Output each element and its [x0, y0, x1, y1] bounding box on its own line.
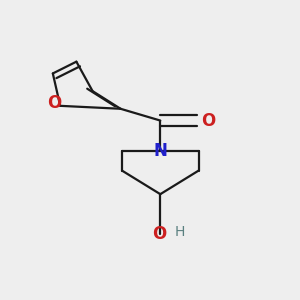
- Text: N: N: [153, 142, 167, 160]
- Text: H: H: [174, 225, 184, 238]
- Text: O: O: [152, 225, 166, 243]
- Text: O: O: [47, 94, 62, 112]
- Text: O: O: [201, 112, 215, 130]
